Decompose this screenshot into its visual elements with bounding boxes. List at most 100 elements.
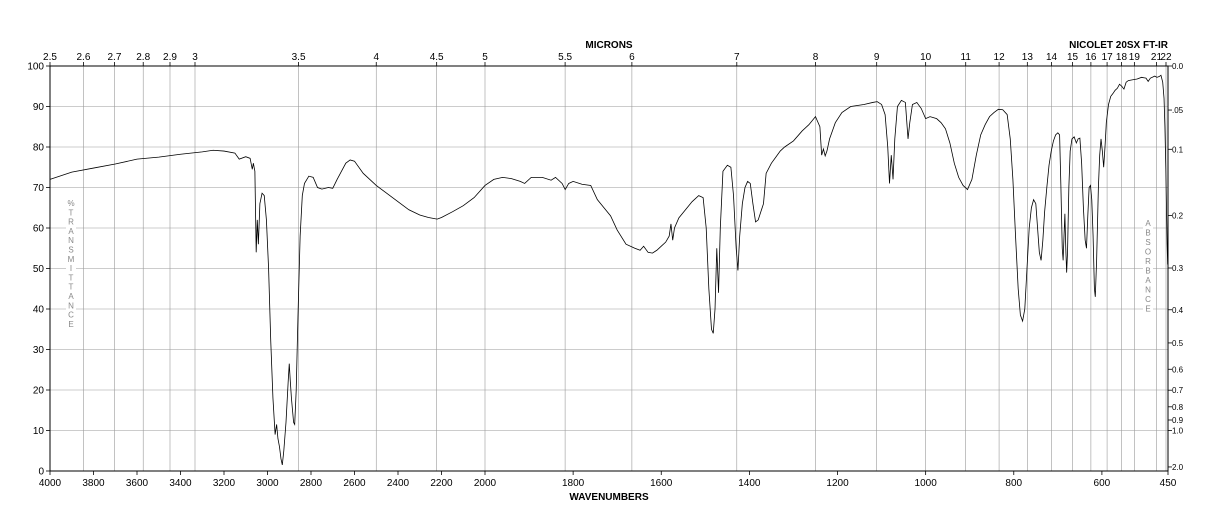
vertical-label-char: S bbox=[68, 246, 73, 255]
absorbance-tick-label: 0.0 bbox=[1172, 62, 1184, 71]
y-tick-label: 90 bbox=[33, 102, 45, 113]
vertical-label-char: % bbox=[67, 199, 74, 208]
micron-tick-label: 14 bbox=[1046, 52, 1058, 63]
y-tick-label: 40 bbox=[33, 305, 45, 316]
absorbance-tick-label: 0.2 bbox=[1172, 211, 1184, 220]
vertical-label-char: B bbox=[1145, 229, 1150, 238]
microns-axis-title: MICRONS bbox=[585, 40, 633, 51]
x-tick-label: 3800 bbox=[82, 478, 105, 489]
x-tick-label: 1800 bbox=[562, 478, 585, 489]
x-tick-label: 2800 bbox=[300, 478, 323, 489]
x-tick-label: 3000 bbox=[256, 478, 279, 489]
micron-tick-label: 5 bbox=[482, 52, 488, 63]
micron-tick-label: 10 bbox=[920, 52, 932, 63]
x-tick-label: 2000 bbox=[474, 478, 497, 489]
x-tick-label: 1000 bbox=[915, 478, 938, 489]
absorbance-tick-label: 0.6 bbox=[1172, 365, 1184, 374]
micron-tick-label: 17 bbox=[1102, 52, 1114, 63]
absorbance-tick-label: 2.0 bbox=[1172, 463, 1184, 472]
absorbance-tick-label: 1.0 bbox=[1172, 427, 1184, 436]
vertical-label-bg bbox=[1143, 218, 1153, 315]
absorbance-tick-label: 0.5 bbox=[1172, 339, 1184, 348]
vertical-label-char: R bbox=[1145, 257, 1151, 266]
x-tick-label: 1400 bbox=[738, 478, 761, 489]
y-tick-label: 100 bbox=[27, 62, 44, 73]
y-tick-label: 60 bbox=[33, 224, 45, 235]
micron-tick-label: 4.5 bbox=[430, 52, 444, 63]
x-tick-label: 4000 bbox=[39, 478, 62, 489]
micron-tick-label: 2.9 bbox=[163, 52, 177, 63]
y-tick-label: 30 bbox=[33, 345, 45, 356]
micron-tick-label: 3.5 bbox=[292, 52, 306, 63]
vertical-label-char: N bbox=[1145, 286, 1151, 295]
x-tick-label: 2400 bbox=[387, 478, 410, 489]
absorbance-tick-label: 0.7 bbox=[1172, 386, 1184, 395]
micron-tick-label: 7 bbox=[734, 52, 740, 63]
x-tick-label: 3600 bbox=[126, 478, 149, 489]
vertical-label-char: C bbox=[1145, 295, 1151, 304]
y-tick-label: 50 bbox=[33, 264, 45, 275]
vertical-label-char: O bbox=[1145, 248, 1151, 257]
absorbance-tick-label: .05 bbox=[1172, 106, 1184, 115]
y-tick-label: 80 bbox=[33, 143, 45, 154]
vertical-label-char: M bbox=[68, 255, 75, 264]
grid-lines bbox=[49, 65, 1168, 472]
micron-tick-label: 16 bbox=[1085, 52, 1097, 63]
vertical-label-bg bbox=[66, 198, 76, 331]
vertical-label-char: A bbox=[1145, 219, 1151, 228]
x-tick-label: 2600 bbox=[343, 478, 366, 489]
micron-tick-label: 2.8 bbox=[136, 52, 150, 63]
micron-tick-label: 8 bbox=[813, 52, 819, 63]
absorbance-tick-label: 0.1 bbox=[1172, 145, 1184, 154]
y-tick-label: 20 bbox=[33, 386, 45, 397]
x-tick-label: 1200 bbox=[826, 478, 849, 489]
instrument-title: NICOLET 20SX FT-IR bbox=[1069, 40, 1169, 51]
vertical-label-char: N bbox=[68, 301, 74, 310]
vertical-label-char: S bbox=[1145, 238, 1150, 247]
micron-tick-label: 18 bbox=[1116, 52, 1128, 63]
micron-tick-label: 19 bbox=[1129, 52, 1141, 63]
y-tick-label: 0 bbox=[38, 467, 44, 478]
micron-tick-label: 9 bbox=[874, 52, 880, 63]
micron-tick-label: 2.5 bbox=[43, 52, 57, 63]
vertical-label-char: N bbox=[68, 236, 74, 245]
vertical-label-char: T bbox=[69, 283, 74, 292]
y-tick-label: 70 bbox=[33, 183, 45, 194]
wavenumbers-axis-title: WAVENUMBERS bbox=[569, 492, 649, 503]
vertical-label-char: A bbox=[1145, 276, 1151, 285]
micron-tick-label: 22 bbox=[1160, 52, 1172, 63]
micron-tick-label: 2.7 bbox=[107, 52, 121, 63]
x-tick-label: 3400 bbox=[169, 478, 192, 489]
vertical-label-char: C bbox=[68, 311, 74, 320]
absorbance-tick-label: 0.8 bbox=[1172, 403, 1184, 412]
absorbance-tick-label: 0.9 bbox=[1172, 416, 1184, 425]
x-tick-label: 2200 bbox=[430, 478, 453, 489]
y-tick-label: 10 bbox=[33, 426, 45, 437]
micron-tick-label: 11 bbox=[961, 52, 972, 63]
absorbance-tick-label: 0.4 bbox=[1172, 306, 1184, 315]
vertical-label-char: E bbox=[68, 320, 73, 329]
x-tick-label: 3200 bbox=[213, 478, 236, 489]
vertical-label-char: A bbox=[68, 292, 74, 301]
x-tick-label: 800 bbox=[1005, 478, 1022, 489]
vertical-label-char: A bbox=[68, 227, 74, 236]
micron-tick-label: 5.5 bbox=[558, 52, 572, 63]
micron-tick-label: 2.6 bbox=[77, 52, 91, 63]
x-tick-label: 600 bbox=[1094, 478, 1111, 489]
x-tick-label: 450 bbox=[1160, 478, 1177, 489]
micron-tick-label: 15 bbox=[1067, 52, 1079, 63]
micron-tick-label: 3 bbox=[192, 52, 198, 63]
micron-tick-label: 4 bbox=[373, 52, 379, 63]
micron-tick-label: 6 bbox=[629, 52, 635, 63]
vertical-label-char: I bbox=[70, 264, 72, 273]
vertical-label-char: B bbox=[1145, 267, 1150, 276]
vertical-label-char: T bbox=[69, 208, 74, 217]
axis-ticks bbox=[46, 62, 1172, 475]
x-tick-label: 1600 bbox=[650, 478, 673, 489]
micron-tick-label: 12 bbox=[994, 52, 1006, 63]
vertical-label-char: E bbox=[1145, 305, 1150, 314]
vertical-label-char: R bbox=[68, 218, 74, 227]
